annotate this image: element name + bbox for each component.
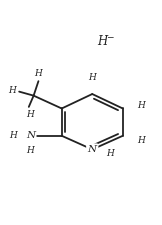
Text: H: H [26, 146, 34, 155]
Text: H: H [137, 136, 145, 145]
Text: H: H [137, 101, 145, 110]
Text: H: H [88, 74, 96, 83]
Text: H: H [8, 86, 16, 94]
Text: H: H [9, 131, 17, 140]
Text: N: N [26, 131, 35, 140]
Text: H: H [26, 110, 34, 119]
Text: H: H [106, 149, 114, 158]
Text: H: H [35, 70, 42, 79]
Text: N: N [88, 145, 97, 154]
Text: −: − [106, 33, 114, 42]
Text: H: H [97, 35, 107, 48]
